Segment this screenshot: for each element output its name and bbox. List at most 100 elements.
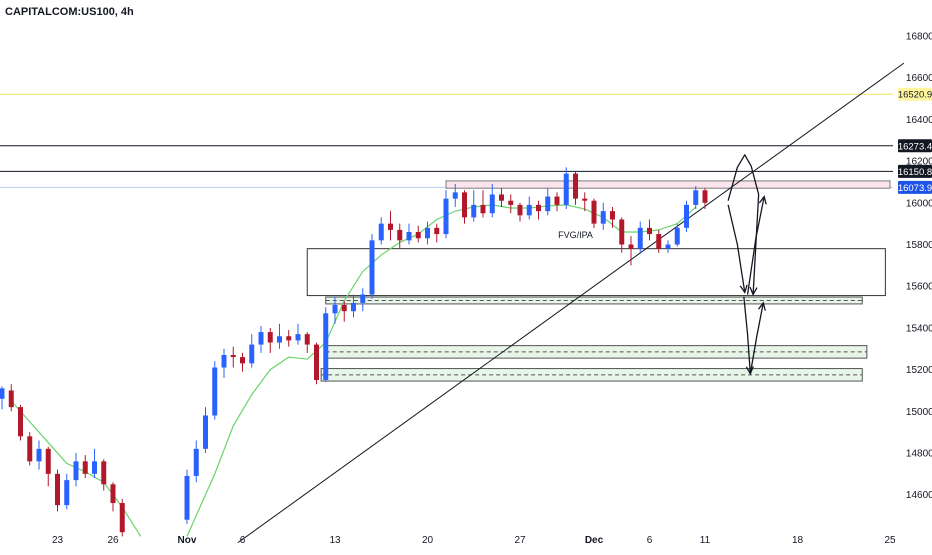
x-tick-label: 26 <box>107 535 119 546</box>
candle-body <box>36 448 42 462</box>
candle-body <box>619 219 625 245</box>
candle-body <box>434 227 440 235</box>
candle-body <box>119 503 125 533</box>
zone-box-1 <box>306 248 886 297</box>
price-tag-bg <box>898 180 932 194</box>
x-tick-label: Dec <box>585 535 604 546</box>
y-axis[interactable]: 14600.0 14800.0 15000.0 15200.0 15400.0 15600… <box>906 32 932 502</box>
y-tick-label: 16800.0 <box>906 32 932 43</box>
arrowhead-1 <box>739 284 748 294</box>
candle-body <box>517 204 523 216</box>
candle-body <box>610 211 615 220</box>
candle-body <box>378 223 384 241</box>
candle-body <box>656 234 662 249</box>
candle-body <box>702 190 708 203</box>
y-tick-label: 14600.0 <box>906 490 932 501</box>
x-tick-label: 13 <box>329 535 341 546</box>
candle-body <box>193 448 199 476</box>
candle-body <box>249 344 255 364</box>
candle-body <box>82 461 88 474</box>
arrowhead-4 <box>757 301 766 311</box>
arrowhead-2 <box>758 195 767 205</box>
candle-body <box>425 227 430 239</box>
candle-body <box>406 231 412 241</box>
candle-body <box>554 196 560 205</box>
arrowhead-0 <box>749 286 758 297</box>
candle-body <box>573 173 578 199</box>
candle-body <box>480 204 486 214</box>
candle-body <box>8 390 14 408</box>
y-tick-label: 16600.0 <box>906 73 932 84</box>
candle-body <box>351 302 356 312</box>
y-tick-label: 16200.0 <box>906 157 932 168</box>
candle-body <box>508 200 514 205</box>
candle-body <box>443 198 449 235</box>
arrow-path-2 <box>746 196 765 295</box>
x-tick-label: 11 <box>700 535 711 546</box>
candle-body <box>18 407 23 437</box>
price-tag-bg <box>898 87 932 101</box>
price-tag-bg <box>898 139 932 153</box>
candle-body <box>73 461 79 481</box>
x-tick-label: 27 <box>514 535 526 546</box>
candle-body <box>591 200 597 224</box>
candle-body <box>499 194 504 201</box>
candle-body <box>110 484 116 504</box>
candle-body <box>360 294 366 303</box>
candle-body <box>64 480 70 506</box>
candle-body <box>92 461 97 474</box>
candle-body <box>545 196 551 212</box>
candle-body <box>212 367 218 416</box>
candle-body <box>471 204 477 218</box>
horizontal-levels <box>0 93 893 188</box>
y-tick-label: 15800.0 <box>906 240 932 251</box>
arrow-path-0 <box>727 154 760 295</box>
zone-box-4 <box>320 368 863 382</box>
candle-body <box>221 355 227 368</box>
x-tick-label: 20 <box>422 535 434 546</box>
candle-body <box>258 332 264 345</box>
candle-body <box>388 223 393 230</box>
candle-body <box>0 388 5 399</box>
candle-body <box>369 240 375 295</box>
candle-body <box>203 415 208 449</box>
annotation-label: FVG/IPA <box>558 230 593 240</box>
candle-body <box>684 204 689 228</box>
symbol-label: CAPITALCOM:US100, 4h <box>5 6 134 18</box>
candle-body <box>323 313 329 381</box>
candle-body <box>637 227 643 249</box>
candle-body <box>600 211 606 224</box>
arrow-path-4 <box>749 302 764 374</box>
candle-body <box>674 227 680 245</box>
arrow-path-1 <box>727 204 746 293</box>
price-tag-label: 16520.9 <box>898 90 932 101</box>
candle-body <box>101 461 107 485</box>
candle-body <box>462 192 467 218</box>
x-tick-label: 18 <box>792 535 804 546</box>
candle-body <box>295 334 301 341</box>
candle-body <box>341 304 347 312</box>
y-tick-label: 15400.0 <box>906 323 932 334</box>
x-tick-label: 6 <box>240 535 246 546</box>
candle-body <box>277 336 282 343</box>
price-labels: 16520.9 16273.4 16150.8 16073.9 <box>898 87 932 194</box>
candle-body <box>55 473 60 506</box>
annotations: FVG/IPA <box>558 230 593 240</box>
candle-body <box>536 204 541 212</box>
candle-body <box>665 244 671 249</box>
candle-body <box>563 173 569 205</box>
y-tick-label: 14800.0 <box>906 449 932 460</box>
candle-body <box>267 332 273 343</box>
candle-body <box>45 448 51 474</box>
y-tick-label: 15200.0 <box>906 365 932 376</box>
candle-body <box>397 229 403 241</box>
y-tick-label: 15600.0 <box>906 282 932 293</box>
y-tick-label: 15000.0 <box>906 407 932 418</box>
candle-body <box>628 244 634 249</box>
x-tick-label: Nov <box>178 535 197 546</box>
x-axis[interactable]: 23 26 Nov 6 13 20 27 Dec 6 11 18 25 <box>52 535 896 546</box>
candle-body <box>452 192 458 199</box>
candle-body <box>526 204 532 216</box>
